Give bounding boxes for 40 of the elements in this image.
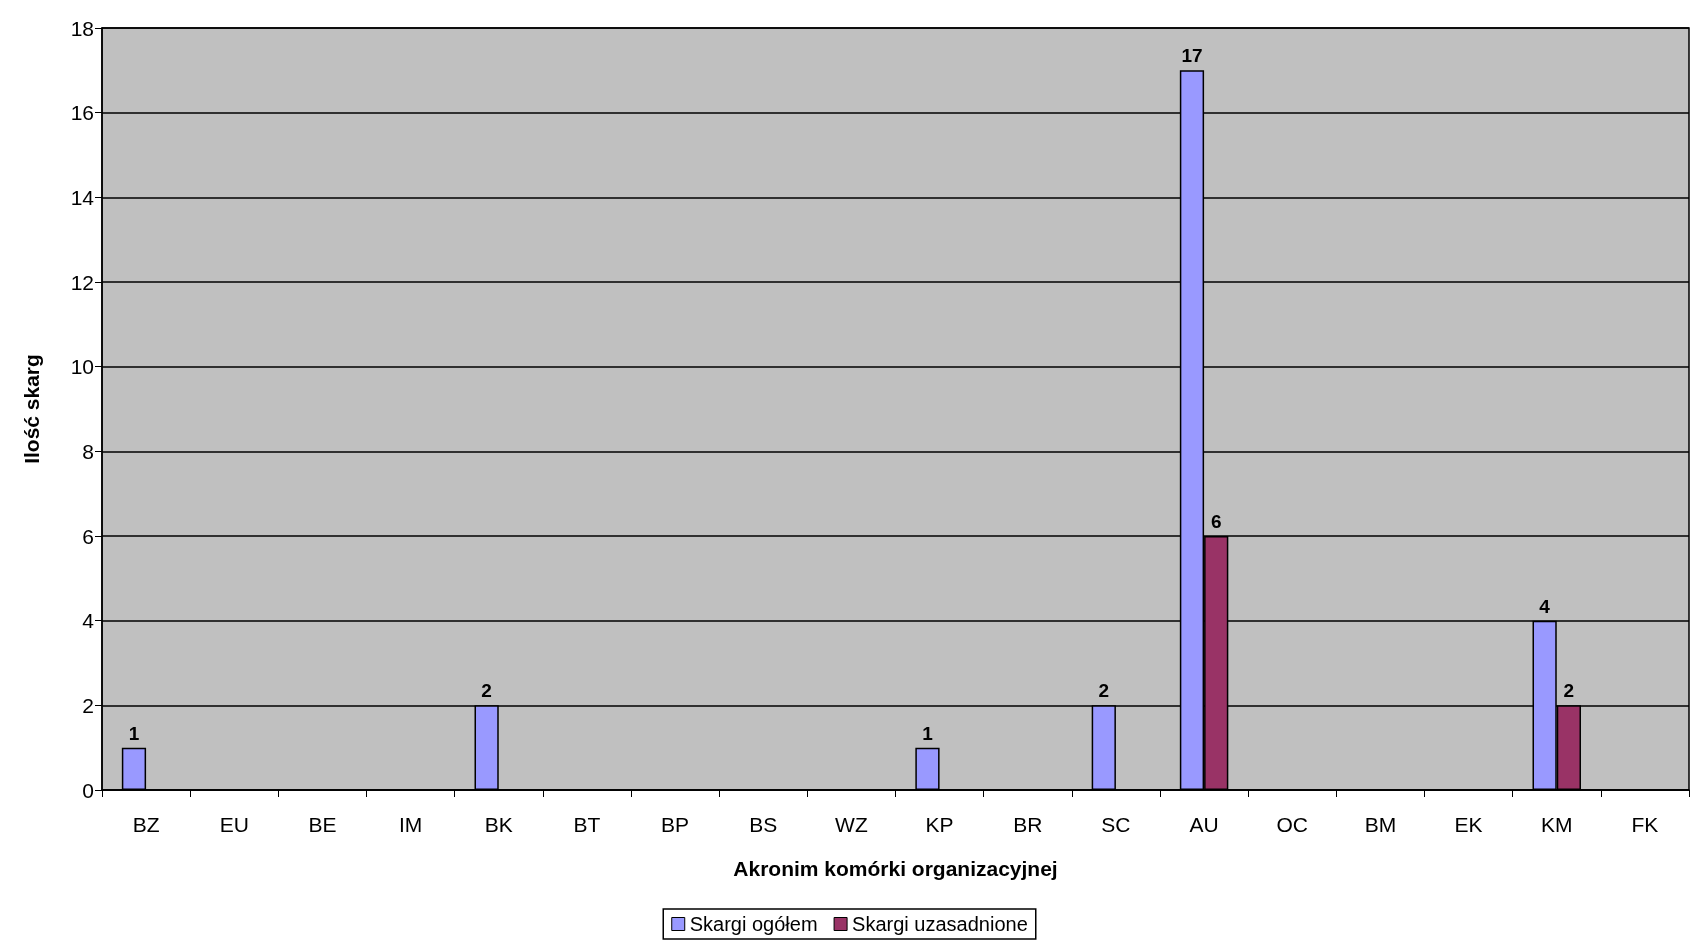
- y-tick-label: 6: [82, 524, 94, 548]
- x-tick-label: BR: [1013, 813, 1043, 836]
- y-tick-label: 8: [82, 439, 94, 463]
- y-tick-label: 12: [70, 270, 94, 294]
- x-tick-label: EU: [219, 813, 249, 836]
- y-tick-label: 16: [70, 101, 94, 125]
- x-tick-label: BT: [573, 813, 601, 836]
- y-tick-label: 4: [82, 609, 95, 633]
- y-tick-label: 10: [70, 355, 94, 379]
- x-tick-label: BM: [1364, 813, 1397, 836]
- x-tick-label: SC: [1101, 813, 1131, 836]
- y-tick-label: 14: [70, 185, 95, 209]
- x-tick-label: BK: [484, 813, 513, 836]
- x-tick-label: BZ: [132, 813, 160, 836]
- data-label: 17: [1181, 45, 1203, 67]
- x-tick-label: BS: [749, 813, 778, 836]
- data-label: 1: [922, 722, 934, 744]
- x-axis-title: Akronim komórki organizacyjnej: [733, 857, 1058, 880]
- x-tick-label: KM: [1541, 813, 1573, 836]
- x-tick-label: EK: [1454, 813, 1483, 836]
- x-tick-label: WZ: [835, 813, 868, 836]
- legend-label: Skargi uzasadnione: [852, 913, 1028, 935]
- data-label: 1: [128, 722, 140, 744]
- x-tick-label: BP: [661, 813, 690, 836]
- x-tick-label: OC: [1276, 813, 1308, 836]
- y-tick-label: 0: [82, 778, 94, 802]
- y-axis-title: Ilość skarg: [20, 354, 43, 464]
- x-tick-label: FK: [1631, 813, 1659, 836]
- x-tick-label: IM: [398, 813, 423, 836]
- x-tick-label: AU: [1189, 813, 1219, 836]
- legend-label: Skargi ogółem: [689, 913, 818, 935]
- data-label: 2: [481, 680, 492, 702]
- data-label: 6: [1210, 511, 1222, 532]
- y-tick-label: 18: [70, 16, 94, 40]
- data-label: 2: [1563, 680, 1575, 702]
- data-label: 2: [1098, 680, 1110, 702]
- y-tick-label: 2: [82, 693, 94, 717]
- data-label: 4: [1539, 595, 1551, 617]
- x-tick-label: BE: [308, 813, 337, 836]
- x-tick-label: KP: [925, 813, 954, 836]
